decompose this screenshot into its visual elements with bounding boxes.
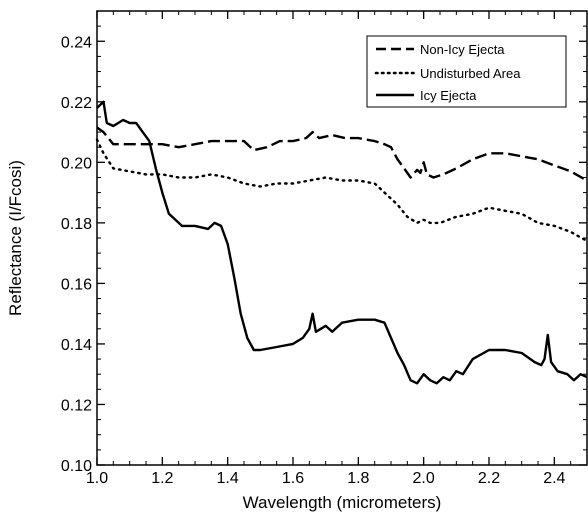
legend-label-non-icy: Non-Icy Ejecta bbox=[420, 42, 505, 57]
x-tick-label: 1.6 bbox=[282, 470, 304, 487]
y-tick-label: 0.16 bbox=[61, 276, 92, 293]
x-tick-label: 1.4 bbox=[217, 470, 239, 487]
x-tick-label: 1.2 bbox=[151, 470, 173, 487]
y-tick-label: 0.14 bbox=[61, 337, 92, 354]
x-tick-label: 2.4 bbox=[543, 470, 565, 487]
y-tick-label: 0.24 bbox=[61, 34, 92, 51]
y-tick-label: 0.10 bbox=[61, 458, 92, 475]
x-tick-label: 1.8 bbox=[347, 470, 369, 487]
x-tick-label: 2.0 bbox=[413, 470, 435, 487]
series-line-non-icy-ejecta bbox=[96, 126, 588, 182]
series-line-undisturbed-area bbox=[95, 138, 588, 243]
y-tick-label: 0.20 bbox=[61, 155, 92, 172]
y-tick-label: 0.22 bbox=[61, 95, 92, 112]
legend-label-icy: Icy Ejecta bbox=[420, 88, 477, 103]
series-line-icy-ejecta bbox=[96, 100, 588, 385]
y-tick-label: 0.12 bbox=[61, 397, 92, 414]
series-layer bbox=[95, 100, 588, 385]
plot-frame bbox=[96, 10, 588, 466]
y-tick-label: 0.18 bbox=[61, 216, 92, 233]
y-axis-title: Reflectance (I/Fcosi) bbox=[6, 160, 25, 316]
legend-label-undisturbed: Undisturbed Area bbox=[420, 66, 521, 81]
x-tick-label: 1.0 bbox=[86, 470, 108, 487]
legend: Non-Icy Ejecta Undisturbed Area Icy Ejec… bbox=[366, 35, 567, 108]
x-tick-label: 2.2 bbox=[478, 470, 500, 487]
x-axis-title: Wavelength (micrometers) bbox=[243, 493, 442, 512]
ticks-layer: 1.0 1.2 1.4 1.6 1.8 2.0 2.2 2.4 0.10 0.12 0.14 0.16… bbox=[61, 10, 588, 487]
